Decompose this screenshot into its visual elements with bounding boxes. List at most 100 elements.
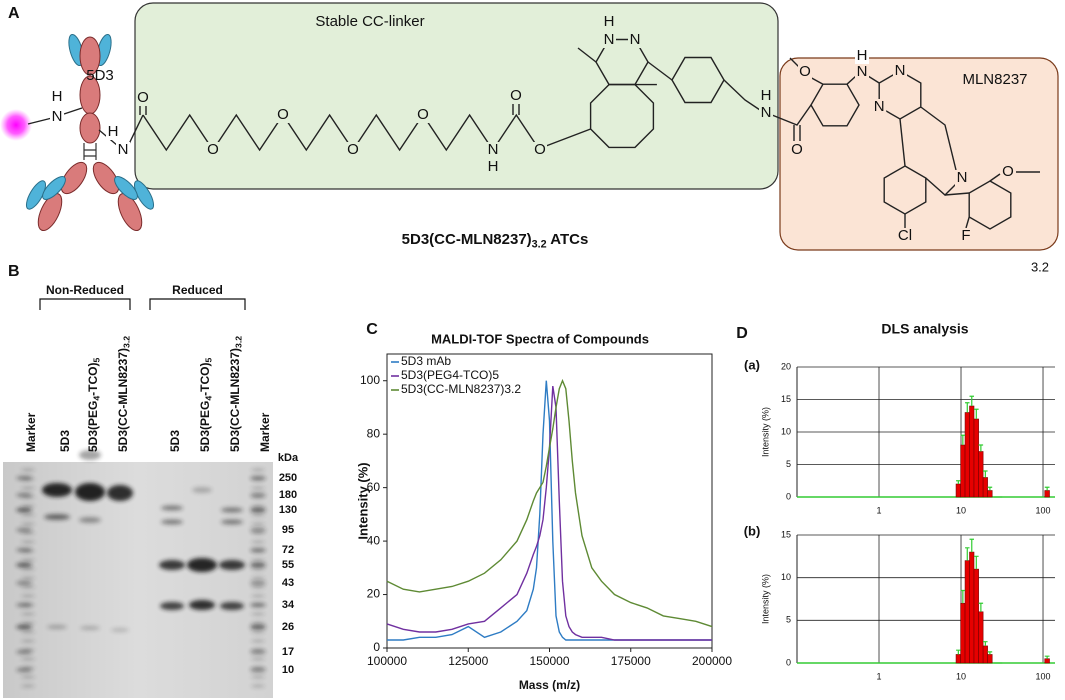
gel-band (21, 684, 35, 688)
legend-label: 5D3(PEG4-TCO)5 (401, 368, 499, 382)
error-bar (1044, 486, 1050, 491)
subplot-label: (b) (744, 523, 761, 538)
atom-mask (416, 107, 430, 123)
gel-band (251, 495, 265, 499)
gel-band (250, 508, 266, 512)
x-tick-label: 1 (876, 671, 881, 681)
antibody (0, 33, 155, 232)
gel-band (21, 648, 35, 652)
y-tick-label: 0 (373, 640, 380, 654)
gel-band (75, 483, 105, 501)
gel-band (21, 468, 35, 472)
y-tick-label: 5 (786, 459, 791, 469)
gel-band (16, 528, 32, 532)
marker-size: 43 (282, 577, 294, 589)
gel-band (80, 626, 100, 630)
gel-band (250, 625, 266, 629)
atom-mask (50, 109, 64, 125)
gel-band (21, 576, 35, 580)
x-tick-label: 150000 (529, 654, 569, 668)
atom-mask (759, 105, 773, 121)
y-tick-label: 0 (786, 657, 791, 667)
lane-label: 5D3(CC-MLN8237)3.2 (228, 336, 244, 452)
y-tick-label: 60 (367, 480, 381, 494)
atom-mask (790, 142, 804, 158)
bracket (39, 298, 131, 310)
bond (968, 180, 1012, 230)
gel-band (251, 549, 265, 553)
gel-band (21, 657, 35, 661)
gel-band (42, 483, 72, 497)
subplot-label: (a) (744, 357, 760, 372)
histogram-bar (987, 654, 993, 664)
marker-size: 10 (282, 664, 294, 676)
error-bar (983, 641, 988, 646)
atom-label: O (347, 141, 359, 158)
gel-band (161, 519, 183, 525)
gel-band (21, 495, 35, 499)
gel-band (21, 675, 35, 679)
bond (723, 79, 761, 111)
histogram-bar (978, 451, 984, 498)
panel-title: DLS analysis (881, 321, 968, 337)
atom-label: Cl (898, 227, 912, 244)
error-bar (1044, 655, 1050, 659)
marker-size: 17 (282, 646, 294, 658)
gel-band (21, 477, 35, 481)
atom-mask (893, 63, 907, 79)
y-axis-label: Intensity (%) (355, 462, 370, 539)
lane-label-part: 5D3(CC-MLN8237) (116, 348, 130, 452)
gel-band (21, 567, 35, 571)
marker-size: 180 (279, 489, 297, 501)
lane-label: 5D3 (168, 430, 182, 452)
error-bar (987, 486, 993, 491)
atom-mask (106, 124, 120, 140)
series-line (386, 378, 713, 628)
atom-label: N (488, 141, 499, 158)
gel-band (251, 621, 265, 625)
lane-label-part: Marker (258, 412, 272, 452)
lane-label: 5D3(PEG4-TCO)5 (86, 358, 102, 452)
gel-band (16, 581, 32, 585)
x-tick-label: 1 (876, 505, 881, 515)
gel-band (21, 594, 35, 598)
histogram-bar (969, 551, 975, 664)
bond (512, 102, 520, 115)
histogram-bar (982, 477, 988, 498)
atom-mask (855, 64, 869, 80)
series-line (386, 385, 712, 641)
y-axis-label: Intensity (%) (760, 407, 770, 457)
bond (899, 118, 906, 167)
gel-band (107, 485, 133, 501)
error-bar (969, 538, 974, 553)
marker-size: 72 (282, 544, 294, 556)
atom-mask (486, 142, 500, 158)
gel-band (111, 628, 129, 632)
chart-title: MALDI-TOF Spectra of Compounds (431, 331, 649, 346)
gel-band (251, 567, 265, 571)
histogram-bar (973, 568, 979, 664)
atom-mask (1001, 164, 1015, 180)
atom-label: N (604, 31, 615, 48)
gel-band (251, 576, 265, 580)
gel-band (251, 504, 265, 508)
histogram-bar (964, 412, 970, 498)
gel-band (251, 648, 265, 652)
x-tick-label: 175000 (611, 654, 651, 668)
y-tick-label: 10 (781, 572, 791, 582)
atom-label: H (761, 87, 772, 104)
atom-label: N (957, 169, 968, 186)
gel-band (79, 450, 101, 460)
payload-box (779, 57, 1059, 251)
error-bar (983, 470, 988, 478)
atom-label: H (488, 158, 499, 175)
panel-label: B (8, 263, 20, 280)
conjugate-title: 5D3(CC-MLN8237)3.2 ATCs (402, 231, 589, 250)
error-bar (978, 602, 984, 612)
marker-size: 130 (279, 504, 297, 516)
panel-label: C (366, 321, 378, 338)
atom-label: O (791, 141, 803, 158)
lane-label-part: 5D3 (168, 430, 182, 452)
histogram-bar (1044, 490, 1050, 498)
